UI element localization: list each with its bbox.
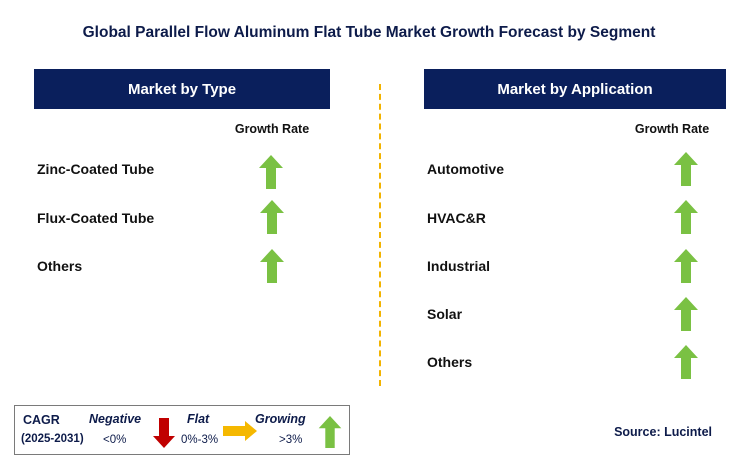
application-row-label: HVAC&R	[427, 210, 486, 226]
legend-negative-range: <0%	[103, 434, 127, 446]
application-row-label: Industrial	[427, 258, 491, 274]
up-arrow-icon	[260, 249, 284, 283]
up-arrow-icon	[259, 155, 283, 189]
application-growth-rate-label: Growth Rate	[634, 122, 710, 136]
legend-flat-label: Flat	[187, 412, 210, 426]
legend-period: (2025-2031)	[21, 433, 84, 445]
type-row-label: Flux-Coated Tube	[37, 210, 155, 226]
up-arrow-icon	[674, 297, 698, 331]
type-growth-rate-label: Growth Rate	[234, 122, 310, 136]
chart-title: Global Parallel Flow Aluminum Flat Tube …	[82, 24, 656, 41]
source-note: Source: Lucintel	[614, 425, 712, 439]
legend-cagr-label: CAGR	[23, 413, 60, 427]
up-arrow-icon	[674, 249, 698, 283]
up-arrow-icon	[674, 152, 698, 186]
up-arrow-icon	[674, 345, 698, 379]
legend-growing-label: Growing	[255, 412, 306, 426]
up-arrow-icon	[260, 200, 284, 234]
type-section-header: Market by Type	[34, 69, 330, 109]
application-section-header: Market by Application	[424, 69, 726, 109]
panel-divider	[379, 84, 381, 386]
application-row-label: Automotive	[427, 161, 504, 177]
up-arrow-icon	[674, 200, 698, 234]
type-row-label: Others	[37, 258, 83, 274]
down-arrow-icon	[153, 418, 175, 448]
up-arrow-icon	[318, 416, 342, 448]
type-row-label: Zinc-Coated Tube	[37, 161, 155, 177]
application-row-label: Solar	[427, 306, 463, 322]
application-row-label: Others	[427, 354, 473, 370]
cagr-legend: CAGR (2025-2031) Negative <0% Flat 0%-3%…	[14, 405, 350, 455]
right-arrow-icon	[223, 421, 257, 441]
legend-negative-label: Negative	[89, 412, 142, 426]
legend-growing-range: >3%	[279, 434, 303, 446]
legend-flat-range: 0%-3%	[181, 434, 219, 446]
